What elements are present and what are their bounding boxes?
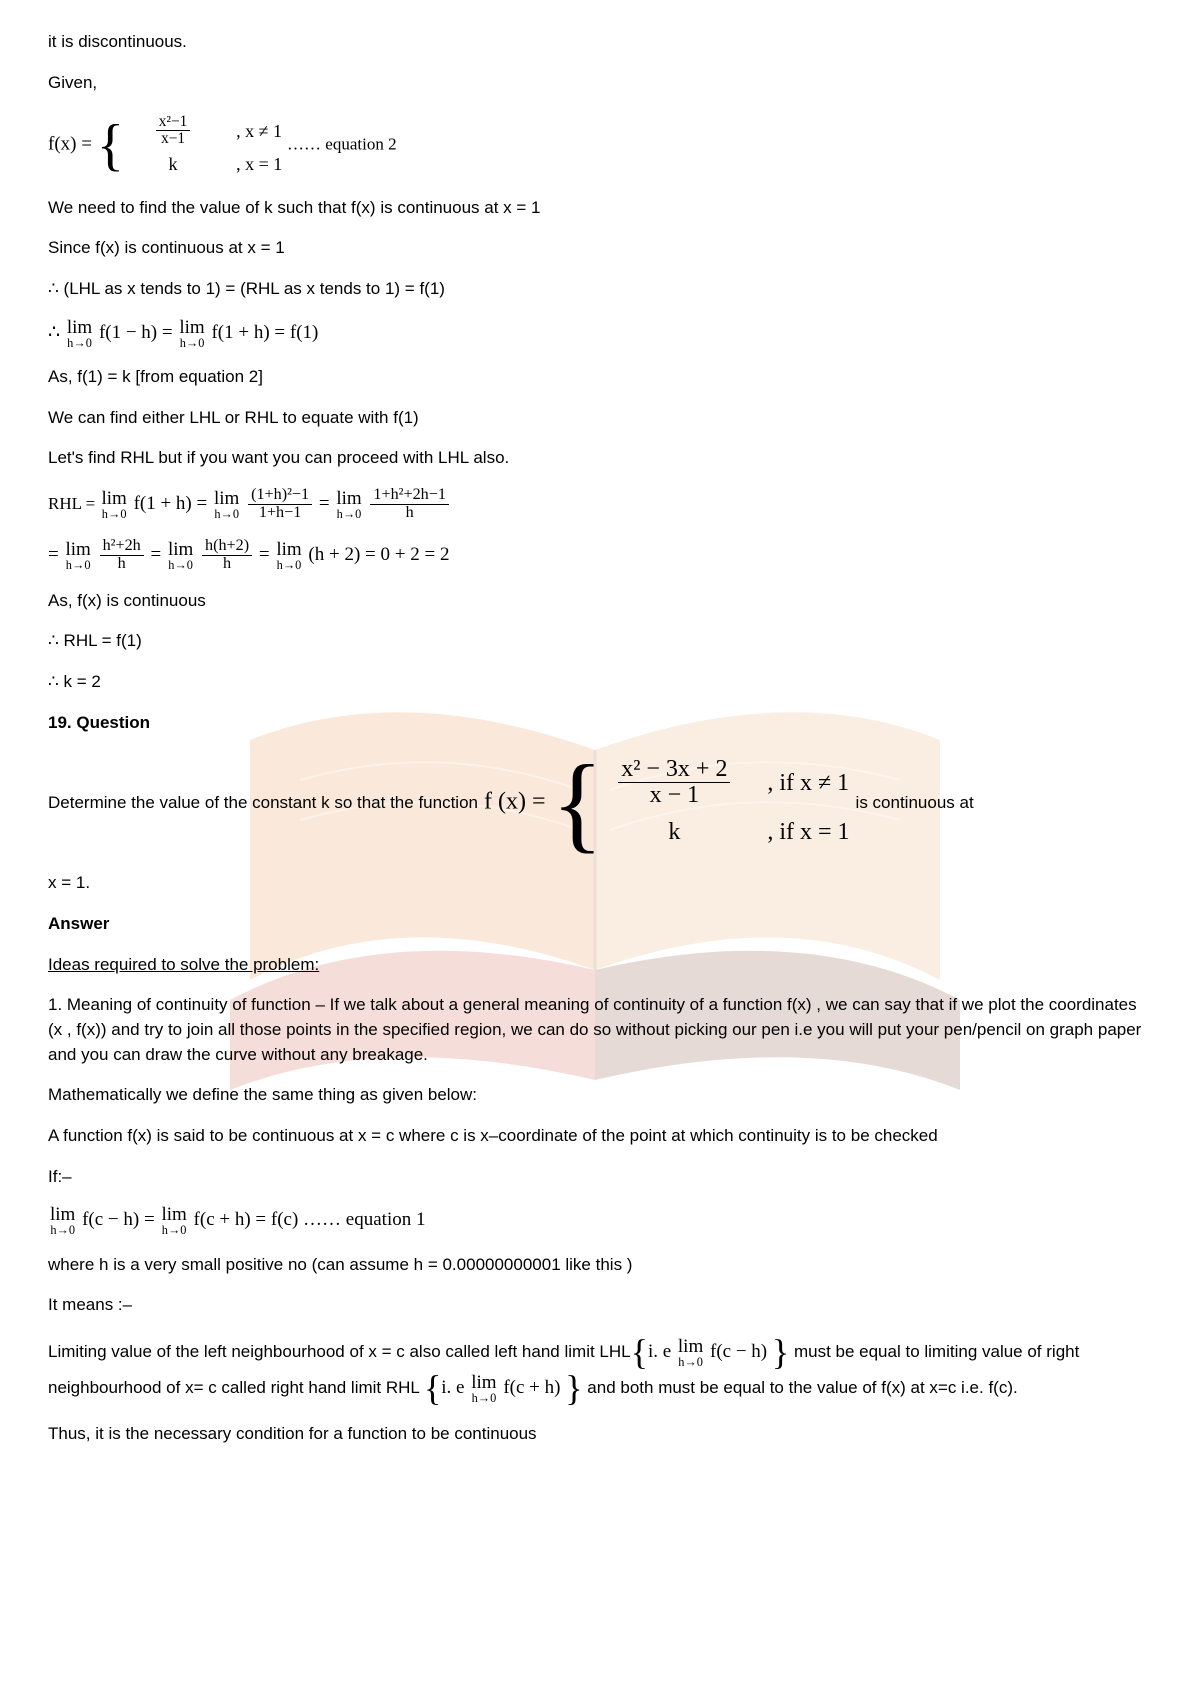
text-line: Since f(x) is continuous at x = 1 (48, 236, 1142, 261)
paragraph: Mathematically we define the same thing … (48, 1083, 1142, 1108)
text-line: Thus, it is the necessary condition for … (48, 1422, 1142, 1447)
text-line: where h is a very small positive no (can… (48, 1253, 1142, 1278)
ideas-heading: Ideas required to solve the problem: (48, 953, 1142, 978)
question-text: Determine the value of the constant k so… (48, 751, 1142, 855)
paragraph: 1. Meaning of continuity of function – I… (48, 993, 1142, 1067)
equation-1: limh→0 f(c − h) = limh→0 f(c + h) = f(c)… (48, 1205, 1142, 1236)
equation-2: f(x) = { x²−1x−1 , x ≠ 1 k , x = 1 …… eq… (48, 111, 1142, 179)
question-heading: 19. Question (48, 711, 1142, 736)
text-line: It means :– (48, 1293, 1142, 1318)
text-line: ∴ k = 2 (48, 670, 1142, 695)
text-line: If:– (48, 1165, 1142, 1190)
text-line: As, f(1) = k [from equation 2] (48, 365, 1142, 390)
text-line: ∴ (LHL as x tends to 1) = (RHL as x tend… (48, 277, 1142, 302)
text-line: We can find either LHL or RHL to equate … (48, 406, 1142, 431)
text-line: it is discontinuous. (48, 30, 1142, 55)
rhl-line1: RHL = limh→0 f(1 + h) = limh→0 (1+h)²−11… (48, 487, 1142, 522)
rhl-line2: = limh→0 h²+2hh = limh→0 h(h+2)h = limh→… (48, 538, 1142, 573)
paragraph: A function f(x) is said to be continuous… (48, 1124, 1142, 1149)
text-line: x = 1. (48, 871, 1142, 896)
answer-heading: Answer (48, 912, 1142, 937)
limit-equation: ∴ limh→0 f(1 − h) = limh→0 f(1 + h) = f(… (48, 318, 1142, 349)
text-line: We need to find the value of k such that… (48, 196, 1142, 221)
text-line: As, f(x) is continuous (48, 589, 1142, 614)
text-line: ∴ RHL = f(1) (48, 629, 1142, 654)
text-line: Let's find RHL but if you want you can p… (48, 446, 1142, 471)
document-body: it is discontinuous. Given, f(x) = { x²−… (0, 0, 1190, 1503)
paragraph: Limiting value of the left neighbourhood… (48, 1334, 1142, 1406)
text-line: Given, (48, 71, 1142, 96)
